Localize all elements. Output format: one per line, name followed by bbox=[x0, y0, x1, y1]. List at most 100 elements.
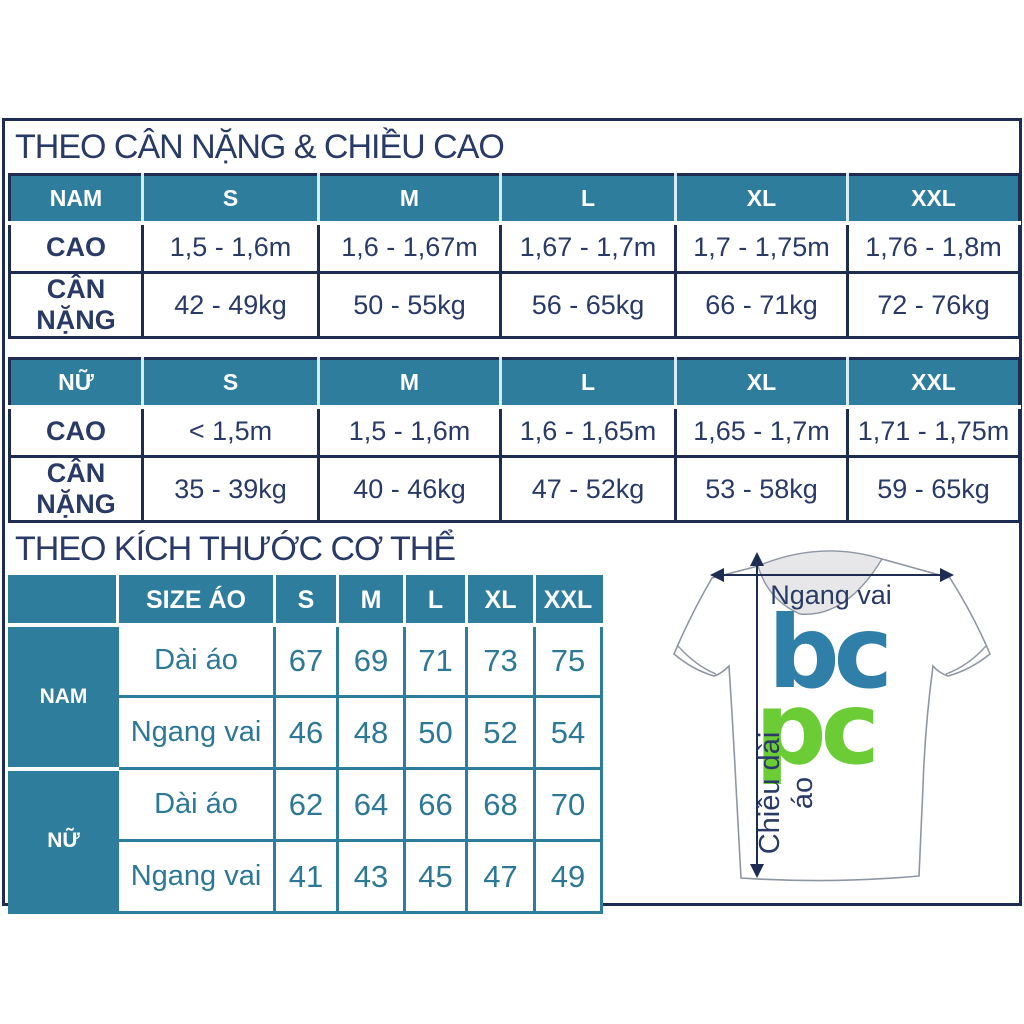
table-cell: 52 bbox=[465, 695, 536, 770]
size-col-header-m: M bbox=[317, 174, 501, 225]
size-col-header-m: M bbox=[317, 358, 501, 409]
table-cell: 46 bbox=[273, 695, 339, 770]
chart-border-box: THEO CÂN NẶNG & CHIỀU CAO NAM S M L XL X… bbox=[2, 118, 1022, 914]
table-cell: 43 bbox=[336, 839, 406, 914]
group-label-women: NỮ bbox=[9, 766, 119, 914]
table-cell: 1,71 - 1,75m bbox=[846, 405, 1020, 457]
women-shirt-length-row: NỮ Dài áo 62 64 66 68 70 bbox=[9, 766, 603, 914]
men-shoulder-width-row: Ngang vai 46 48 50 52 54 bbox=[10, 695, 603, 770]
size-col-header-xl: XL bbox=[465, 576, 535, 627]
body-size-table: SIZE ÁO S M L XL XXL NAM Dài áo 67 69 71… bbox=[8, 575, 603, 914]
table-cell: 1,5 - 1,6m bbox=[141, 221, 319, 273]
table-cell: 1,76 - 1,8m bbox=[846, 221, 1020, 273]
group-label-men: NAM bbox=[9, 622, 119, 770]
table-cell: 1,6 - 1,65m bbox=[499, 405, 676, 457]
table-cell: 1,6 - 1,67m bbox=[317, 221, 501, 273]
men-height-row: CAO 1,5 - 1,6m 1,6 - 1,67m 1,67 - 1,7m 1… bbox=[9, 221, 1020, 273]
table-cell: 68 bbox=[465, 767, 536, 842]
size-ao-header: SIZE ÁO bbox=[116, 576, 275, 627]
size-col-header-xxl: XXL bbox=[846, 358, 1020, 409]
table-cell: 54 bbox=[533, 695, 603, 770]
size-col-header-m: M bbox=[336, 576, 405, 627]
row-label-shirt-length: Dài áo bbox=[116, 623, 276, 698]
men-height-weight-table: NAM S M L XL XXL CAO 1,5 - 1,6m 1,6 - 1,… bbox=[8, 173, 1021, 339]
table-cell: 47 - 52kg bbox=[499, 455, 676, 522]
arrow-right-head bbox=[940, 568, 954, 582]
spacer bbox=[5, 339, 1019, 357]
size-col-header-l: L bbox=[499, 174, 676, 225]
table-cell: 73 bbox=[465, 623, 536, 698]
women-table-header-row: NỮ S M L XL XXL bbox=[9, 358, 1020, 409]
brand-logo-pc: pc bbox=[755, 670, 880, 787]
table-cell: 1,5 - 1,6m bbox=[317, 405, 501, 457]
tshirt-outline-drawing bbox=[673, 550, 991, 882]
section2-title: THEO KÍCH THƯỚC CƠ THỂ bbox=[15, 530, 456, 568]
row-label-shoulder-width: Ngang vai bbox=[116, 839, 276, 914]
shirt-length-label: Chiều dài áo bbox=[754, 731, 819, 855]
table-cell: 1,67 - 1,7m bbox=[499, 221, 676, 273]
table-cell: 45 bbox=[403, 839, 468, 914]
table-cell: 48 bbox=[336, 695, 406, 770]
size-col-header-s: S bbox=[141, 174, 319, 225]
men-table-header-row: NAM S M L XL XXL bbox=[9, 174, 1020, 225]
size-col-header-xl: XL bbox=[674, 358, 848, 409]
table-cell: 64 bbox=[336, 767, 406, 842]
table-cell: 66 bbox=[403, 767, 468, 842]
table-cell: 59 - 65kg bbox=[846, 455, 1020, 522]
table-cell: 50 bbox=[403, 695, 468, 770]
left-cuff-seam bbox=[677, 645, 717, 675]
table-cell: 1,7 - 1,75m bbox=[674, 221, 848, 273]
table-cell: 72 - 76kg bbox=[846, 271, 1020, 338]
table-cell: 62 bbox=[273, 767, 339, 842]
size-table-header-row: SIZE ÁO S M L XL XXL bbox=[9, 576, 602, 627]
section1-title: THEO CÂN NẶNG & CHIỀU CAO bbox=[15, 128, 505, 166]
men-shirt-length-row: NAM Dài áo 67 69 71 73 75 bbox=[9, 622, 603, 770]
table-cell: < 1,5m bbox=[141, 405, 319, 457]
arrow-up-head bbox=[750, 552, 764, 566]
row-label-weight: CÂN NẶNG bbox=[9, 455, 143, 522]
size-col-header-s: S bbox=[273, 576, 338, 627]
corner-cell bbox=[9, 576, 118, 627]
table-cell: 70 bbox=[533, 767, 603, 842]
table-cell: 1,65 - 1,7m bbox=[674, 405, 848, 457]
table-cell: 69 bbox=[336, 623, 406, 698]
table-cell: 35 - 39kg bbox=[141, 455, 319, 522]
right-cuff-seam bbox=[945, 645, 987, 675]
table-cell: 41 bbox=[273, 839, 339, 914]
size-col-header-l: L bbox=[499, 358, 676, 409]
table-cell: 71 bbox=[403, 623, 468, 698]
row-label-height: CAO bbox=[9, 405, 143, 457]
women-table-group-header: NỮ bbox=[9, 358, 143, 409]
row-label-height: CAO bbox=[9, 221, 143, 273]
table-cell: 40 - 46kg bbox=[317, 455, 501, 522]
table-cell: 53 - 58kg bbox=[674, 455, 848, 522]
table-cell: 66 - 71kg bbox=[674, 271, 848, 338]
tshirt-neck-shape bbox=[757, 550, 884, 615]
arrow-left-head bbox=[710, 568, 724, 582]
table-cell: 75 bbox=[533, 623, 603, 698]
women-height-weight-table: NỮ S M L XL XXL CAO < 1,5m 1,5 - 1,6m 1,… bbox=[8, 357, 1021, 523]
men-weight-row: CÂN NẶNG 42 - 49kg 50 - 55kg 56 - 65kg 6… bbox=[9, 271, 1020, 338]
row-label-weight: CÂN NẶNG bbox=[9, 271, 143, 338]
size-col-header-xxl: XXL bbox=[533, 576, 602, 627]
table-cell: 47 bbox=[465, 839, 536, 914]
row-label-shirt-length: Dài áo bbox=[116, 767, 276, 842]
men-table-group-header: NAM bbox=[9, 174, 143, 225]
women-height-row: CAO < 1,5m 1,5 - 1,6m 1,6 - 1,65m 1,65 -… bbox=[9, 405, 1020, 457]
size-col-header-xxl: XXL bbox=[846, 174, 1020, 225]
table-cell: 42 - 49kg bbox=[141, 271, 319, 338]
shoulder-width-label: Ngang vai bbox=[770, 580, 892, 610]
women-shoulder-width-row: Ngang vai 41 43 45 47 49 bbox=[10, 839, 603, 914]
table-cell: 56 - 65kg bbox=[499, 271, 676, 338]
size-col-header-l: L bbox=[403, 576, 467, 627]
table-cell: 50 - 55kg bbox=[317, 271, 501, 338]
tshirt-diagram: bc pc Ngang vai Chiều dài áo bbox=[650, 526, 1018, 908]
tshirt-body-shape bbox=[673, 551, 991, 882]
arrow-down-head bbox=[750, 864, 764, 878]
table-cell: 67 bbox=[273, 623, 339, 698]
table-cell: 49 bbox=[533, 839, 603, 914]
size-col-header-xl: XL bbox=[674, 174, 848, 225]
women-weight-row: CÂN NẶNG 35 - 39kg 40 - 46kg 47 - 52kg 5… bbox=[9, 455, 1020, 522]
size-col-header-s: S bbox=[141, 358, 319, 409]
row-label-shoulder-width: Ngang vai bbox=[116, 695, 276, 770]
